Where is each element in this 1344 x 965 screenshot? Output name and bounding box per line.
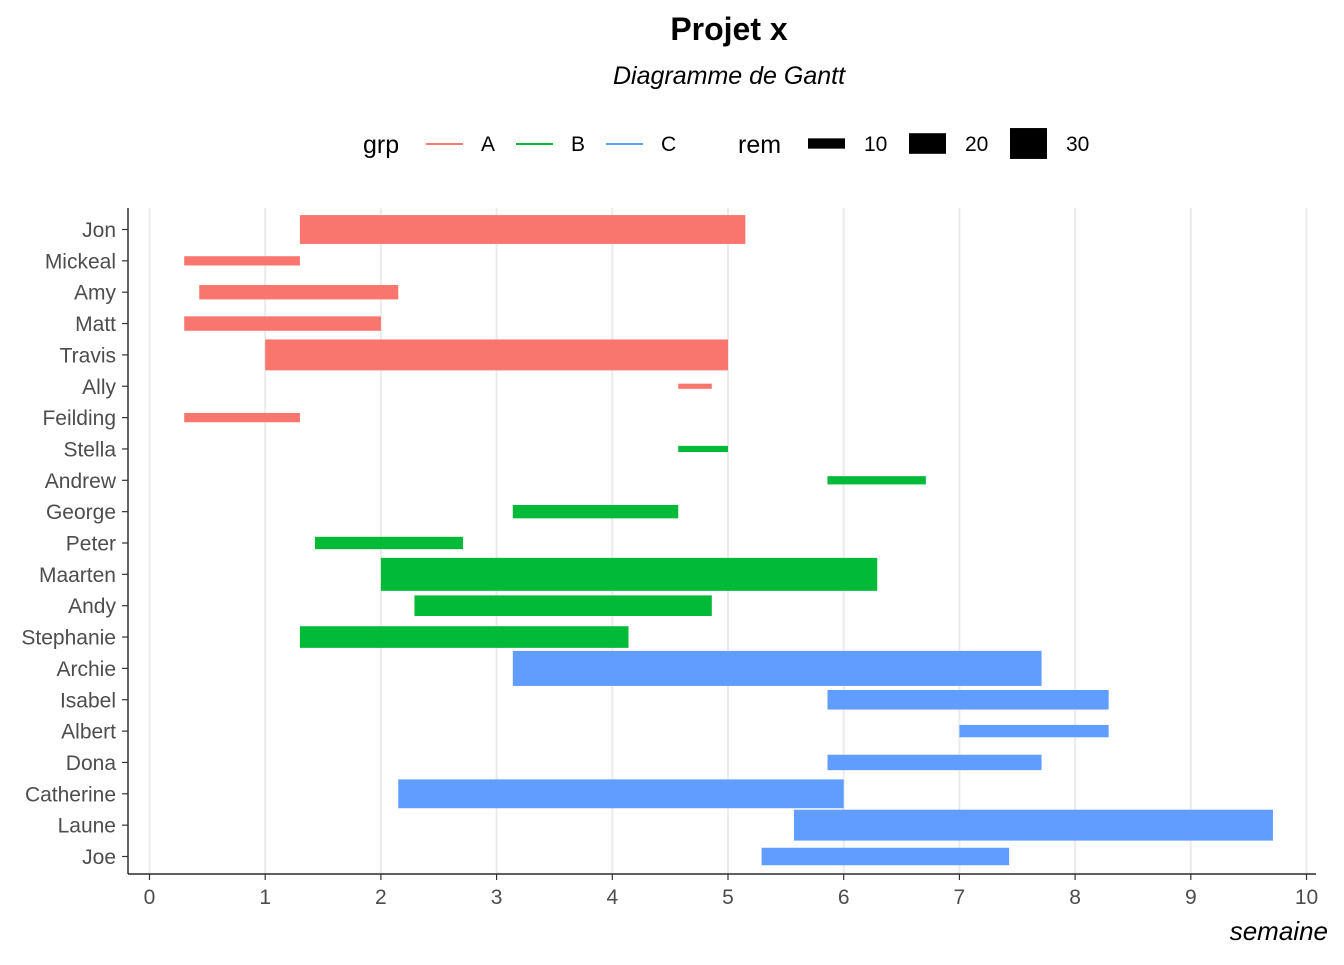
chart-subtitle: Diagramme de Gantt	[613, 62, 846, 90]
x-tick-label: 1	[259, 886, 271, 909]
gantt-bars	[184, 215, 1273, 866]
y-tick-label: Matt	[75, 313, 116, 336]
x-tick-label: 10	[1295, 886, 1318, 909]
y-tick-label: Laune	[58, 815, 116, 838]
gantt-bar-peter	[314, 536, 464, 550]
x-tick-label: 8	[1069, 886, 1081, 909]
gantt-bar-feilding	[184, 412, 300, 423]
legend-label-c: C	[661, 133, 676, 156]
y-tick-label: Albert	[61, 721, 116, 744]
x-tick-label: 3	[491, 886, 503, 909]
gantt-bar-george	[512, 504, 679, 519]
gantt-bar-travis	[265, 339, 728, 371]
y-tick-label: Andy	[68, 595, 116, 618]
legend-label-a: A	[481, 133, 495, 156]
gantt-bar-stella	[678, 445, 728, 453]
gantt-bar-jon	[299, 215, 746, 244]
legend-label-b: B	[571, 133, 585, 156]
y-tick-label: Catherine	[25, 783, 116, 806]
gantt-bar-andrew	[827, 476, 926, 485]
x-tick-label: 7	[954, 886, 966, 909]
legend-size-key-30	[1010, 128, 1047, 159]
y-tick-label: George	[46, 501, 116, 524]
legend-size-key-10	[808, 138, 845, 149]
y-tick-label: Travis	[60, 344, 116, 367]
x-tick-label: 4	[606, 886, 618, 909]
x-axis-title: semaine	[1230, 916, 1328, 946]
y-tick-label: Ally	[82, 376, 116, 399]
y-tick-label: Feilding	[42, 407, 116, 430]
gantt-bar-ally	[678, 383, 712, 389]
gantt-bar-andy	[414, 595, 712, 616]
x-tick-label: 5	[722, 886, 734, 909]
gantt-bar-dona	[827, 754, 1042, 771]
legend-size-label-30: 30	[1066, 133, 1089, 156]
x-tick-label: 6	[838, 886, 850, 909]
chart-title: Projet x	[670, 11, 788, 47]
gantt-bar-archie	[512, 650, 1042, 686]
y-tick-label: Andrew	[45, 470, 117, 493]
y-tick-label: Jon	[82, 219, 116, 242]
gantt-bar-stephanie	[299, 626, 629, 648]
gantt-bar-isabel	[827, 689, 1109, 710]
y-tick-label: Stella	[63, 438, 116, 461]
legend-sizes: 10 20 30	[808, 128, 1089, 159]
x-tick-label: 9	[1185, 886, 1197, 909]
gantt-bar-albert	[959, 724, 1109, 738]
gantt-bar-catherine	[398, 779, 844, 809]
gantt-bar-matt	[184, 316, 381, 331]
legend: grp A B C rem 10 20 30	[363, 128, 1089, 159]
y-tick-label: Amy	[74, 282, 117, 305]
axes: Jon Mickeal Amy Matt Travis Ally Feilding Stell…	[21, 208, 1318, 909]
legend-color-title: grp	[363, 131, 399, 159]
y-tick-label: Peter	[66, 533, 116, 556]
gantt-bar-joe	[761, 847, 1010, 866]
y-tick-label: Archie	[56, 658, 116, 681]
y-tick-label: Maarten	[39, 564, 116, 587]
y-tick-label: Stephanie	[21, 627, 116, 650]
gantt-bar-amy	[199, 284, 399, 300]
gantt-bar-mickeal	[184, 256, 300, 266]
legend-groups: A B C	[426, 133, 676, 156]
legend-size-label-10: 10	[864, 133, 887, 156]
y-tick-label: Joe	[82, 846, 116, 869]
x-tick-label: 0	[144, 886, 156, 909]
legend-size-title: rem	[738, 131, 781, 159]
legend-size-label-20: 20	[965, 133, 988, 156]
y-tick-label: Dona	[66, 752, 117, 775]
x-tick-label: 2	[375, 886, 387, 909]
y-tick-label: Isabel	[60, 689, 116, 712]
gantt-bar-maarten	[380, 557, 878, 591]
legend-size-key-20	[909, 133, 946, 154]
y-tick-label: Mickeal	[45, 250, 116, 273]
gantt-bar-laune	[793, 809, 1273, 841]
